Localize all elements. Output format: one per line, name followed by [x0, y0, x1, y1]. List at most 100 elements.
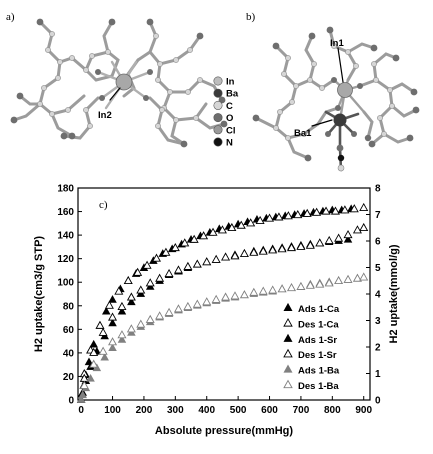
data-point	[334, 233, 344, 242]
data-point	[305, 240, 315, 249]
data-point	[208, 227, 218, 236]
legend-label: Des 1-Ba	[298, 381, 339, 392]
data-point	[155, 311, 165, 320]
data-point	[114, 286, 124, 295]
data-point	[202, 257, 212, 266]
data-point	[277, 284, 287, 293]
data-point	[117, 306, 127, 315]
data-point	[211, 254, 221, 263]
data-point	[98, 327, 108, 336]
atom-legend-label-cl: Cl	[226, 125, 236, 136]
data-point	[227, 222, 237, 232]
panel-b-label: b)	[246, 11, 256, 23]
data-point	[117, 301, 127, 310]
data-point	[202, 297, 212, 306]
data-point	[268, 285, 278, 294]
data-point	[100, 352, 109, 361]
y-tick-label: 0	[68, 396, 74, 407]
x-tick-label: 0	[78, 405, 84, 416]
data-point	[117, 335, 127, 343]
x-tick-label: 100	[104, 405, 121, 416]
data-point	[199, 231, 209, 240]
atom-legend-label-ba: Ba	[226, 89, 239, 100]
data-point	[230, 251, 240, 260]
data-point	[89, 339, 98, 348]
legend-marker	[283, 333, 293, 342]
panel-a: a)	[6, 11, 228, 148]
data-point	[352, 225, 362, 234]
x-tick-label: 900	[355, 405, 372, 416]
data-point	[183, 261, 193, 270]
data-point	[236, 220, 246, 229]
data-point	[173, 304, 183, 313]
data-point	[145, 314, 155, 323]
data-point	[89, 359, 99, 368]
data-point	[98, 346, 108, 355]
data-point	[211, 294, 221, 303]
data-point	[164, 307, 174, 316]
data-point	[249, 247, 259, 256]
atom-legend-label-c: C	[226, 101, 233, 112]
data-point	[246, 218, 256, 227]
y-tick-label: 120	[57, 254, 74, 265]
data-point	[330, 206, 340, 215]
data-point	[343, 235, 353, 243]
data-point	[108, 337, 118, 346]
y-right-tick-label: 1	[375, 369, 381, 380]
data-point	[315, 279, 325, 288]
y-tick-label: 80	[63, 301, 75, 312]
data-point	[136, 285, 146, 294]
data-point	[164, 268, 174, 277]
y-right-tick-label: 7	[375, 210, 381, 221]
y-right-tick-label: 0	[375, 396, 381, 407]
data-point	[173, 265, 183, 274]
y-tick-label: 40	[63, 348, 75, 359]
data-point	[359, 222, 369, 232]
ba1-atom	[333, 113, 347, 127]
data-point	[324, 278, 334, 287]
data-point	[155, 273, 165, 282]
data-point	[343, 229, 353, 239]
atom-legend-marker-cl	[213, 125, 223, 135]
data-point	[221, 252, 231, 261]
x-tick-label: 400	[198, 405, 215, 416]
data-point	[127, 297, 136, 306]
data-point	[312, 207, 322, 216]
y-right-tick-label: 6	[375, 237, 381, 248]
y-right-tick-label: 4	[375, 290, 381, 301]
atom-legend-label-n: N	[226, 138, 233, 149]
data-point	[359, 272, 369, 281]
data-point	[126, 292, 136, 301]
series-des-1-sr	[79, 222, 369, 382]
data-point	[126, 324, 136, 333]
data-point	[249, 287, 259, 296]
data-point	[123, 275, 133, 285]
data-point	[324, 235, 334, 245]
data-point	[78, 390, 87, 399]
atom-legend-marker-ba	[213, 88, 223, 98]
in2-label: In2	[98, 110, 112, 121]
in2-atom	[115, 73, 133, 91]
data-point	[183, 301, 193, 310]
data-point	[151, 253, 162, 262]
y-tick-label: 20	[63, 372, 75, 383]
data-point	[192, 259, 202, 268]
data-point	[255, 215, 265, 224]
data-point	[277, 244, 287, 253]
x-tick-label: 700	[293, 405, 310, 416]
x-axis-title: Absolute pressure(mmHg)	[155, 425, 293, 437]
y-right-tick-label: 8	[375, 184, 381, 195]
series-des-1-ca	[79, 202, 369, 378]
data-point	[79, 380, 89, 389]
data-point	[305, 280, 315, 289]
x-tick-label: 800	[324, 405, 341, 416]
data-point	[296, 241, 306, 250]
data-point	[258, 246, 268, 255]
in1-atom	[337, 82, 353, 98]
data-point	[170, 242, 180, 252]
atom-legend-marker-c	[213, 100, 223, 110]
y-tick-label: 180	[57, 184, 74, 195]
legend-marker	[283, 302, 293, 312]
